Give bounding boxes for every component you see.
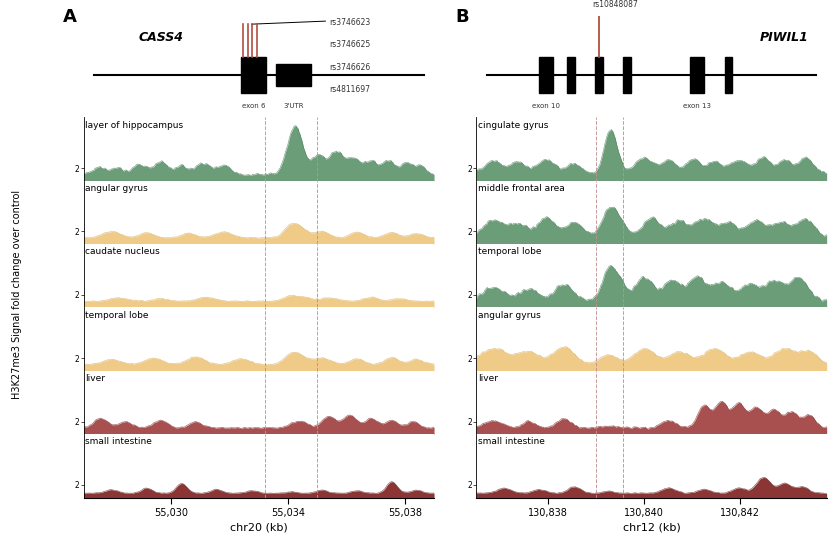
Text: middle frontal area: middle frontal area <box>478 184 564 193</box>
Text: temporal lobe: temporal lobe <box>85 311 149 319</box>
Text: angular gyrus: angular gyrus <box>478 311 540 319</box>
Text: rs3746625: rs3746625 <box>329 40 370 49</box>
Text: liver: liver <box>85 374 105 383</box>
Text: rs10848087: rs10848087 <box>592 0 638 9</box>
Text: B: B <box>455 8 468 26</box>
Text: rs4811697: rs4811697 <box>329 85 370 94</box>
Text: temporal lobe: temporal lobe <box>478 247 541 256</box>
Bar <box>623 57 630 93</box>
Text: 3'UTR: 3'UTR <box>284 103 304 109</box>
Text: exon 13: exon 13 <box>683 103 711 109</box>
Text: rs3746623: rs3746623 <box>329 18 370 27</box>
Text: exon 10: exon 10 <box>532 103 560 109</box>
X-axis label: chr20 (kb): chr20 (kb) <box>230 522 287 532</box>
Text: cingulate gyrus: cingulate gyrus <box>478 120 549 129</box>
Bar <box>241 57 266 93</box>
Text: exon 6: exon 6 <box>242 103 266 109</box>
Bar <box>595 57 603 93</box>
Text: caudate nucleus: caudate nucleus <box>85 247 160 256</box>
Text: PIWIL1: PIWIL1 <box>760 32 809 44</box>
Text: angular gyrus: angular gyrus <box>85 184 148 193</box>
Text: A: A <box>63 8 76 26</box>
Text: small intestine: small intestine <box>478 438 544 446</box>
Text: small intestine: small intestine <box>85 438 152 446</box>
Bar <box>690 57 704 93</box>
Bar <box>567 57 574 93</box>
Bar <box>539 57 554 93</box>
Text: liver: liver <box>478 374 498 383</box>
Text: rs3746626: rs3746626 <box>329 63 370 72</box>
Text: CASS4: CASS4 <box>138 32 183 44</box>
X-axis label: chr12 (kb): chr12 (kb) <box>623 522 681 532</box>
Bar <box>276 64 311 86</box>
Text: layer of hippocampus: layer of hippocampus <box>85 120 184 129</box>
Text: H3K27me3 Signal fold change over control: H3K27me3 Signal fold change over control <box>12 190 22 399</box>
Bar <box>725 57 732 93</box>
